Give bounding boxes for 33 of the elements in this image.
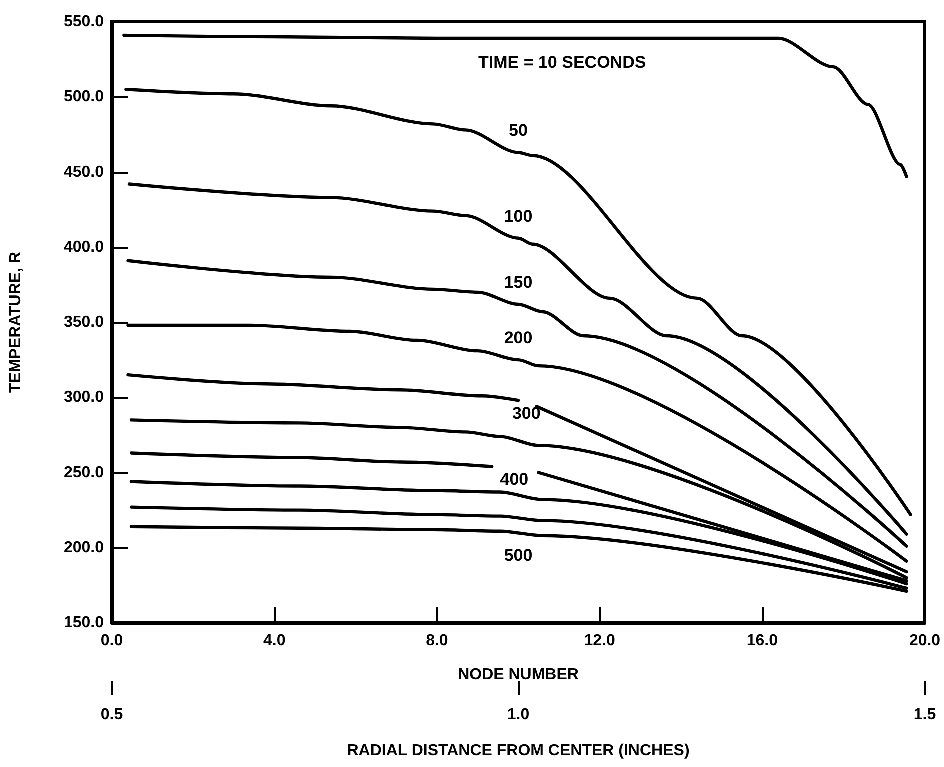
series-label: 50 (509, 121, 528, 140)
y-tick-label: 500.0 (64, 88, 104, 106)
series-label: 400 (500, 470, 529, 490)
y-tick-label: 250.0 (64, 464, 104, 482)
x-tick-label: 8.0 (426, 632, 448, 650)
x-axis-title: NODE NUMBER (458, 666, 580, 684)
x-tick-label: 12.0 (584, 632, 616, 650)
x-tick-label: 20.0 (909, 632, 941, 650)
series-label: 500 (504, 546, 533, 565)
line-series (122, 34, 908, 178)
y-tick-label: 300.0 (64, 389, 104, 406)
series-label: 150 (504, 272, 533, 292)
y-tick-label: 150.0 (64, 614, 104, 632)
line-series (126, 259, 908, 548)
y-axis-title: TEMPERATURE, R (8, 252, 24, 394)
x-tick-label: 0.0 (100, 632, 124, 650)
x2-tick-label: 1.0 (507, 706, 530, 724)
y-tick-label: 350.0 (64, 314, 104, 331)
y-tick-label: 400.0 (64, 238, 104, 256)
x-tick-label: 16.0 (746, 632, 778, 650)
series-label: 100 (504, 206, 533, 226)
y-tick-label: 450.0 (64, 164, 104, 181)
x2-tick-label: 0.5 (100, 706, 124, 724)
y-tick-label: 550.0 (64, 14, 104, 30)
x2-tick-label: 1.5 (914, 706, 936, 724)
series-label: 300 (512, 404, 541, 423)
y-tick-label: 200.0 (64, 539, 104, 556)
x-tick-label: 4.0 (263, 632, 286, 650)
line-series (128, 182, 908, 536)
line-series (124, 88, 912, 516)
series-label: TIME = 10 SECONDS (478, 53, 646, 72)
x2-axis-title: RADIAL DISTANCE FROM CENTER (INCHES) (347, 742, 690, 760)
series-label: 200 (504, 328, 533, 348)
